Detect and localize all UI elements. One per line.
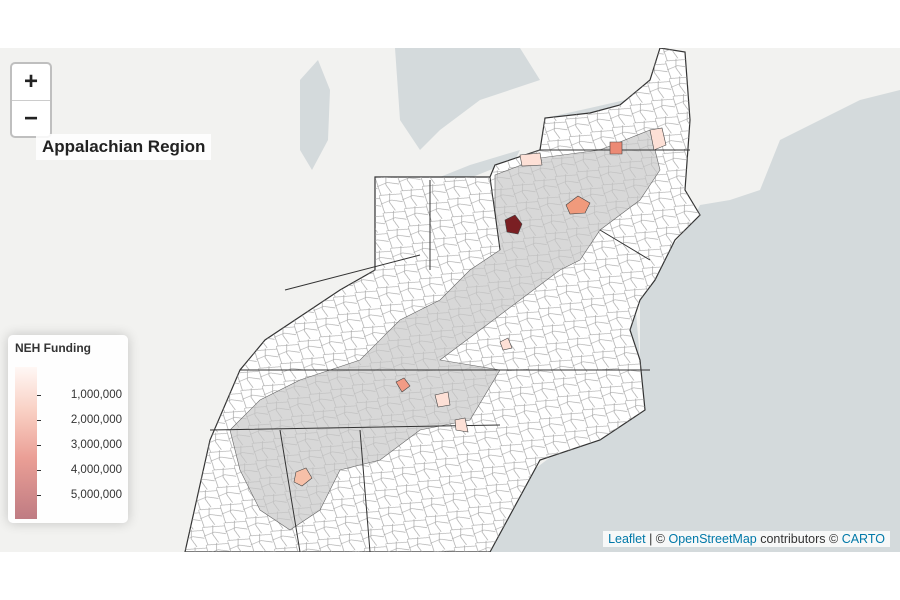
legend-label: 1,000,000 bbox=[70, 389, 122, 401]
legend-gradient bbox=[15, 367, 37, 519]
county-low bbox=[434, 127, 667, 433]
legend-label: 4,000,000 bbox=[70, 464, 122, 476]
legend-tick bbox=[37, 420, 41, 421]
map-title: Appalachian Region bbox=[36, 134, 212, 160]
legend-label: 2,000,000 bbox=[70, 414, 122, 426]
county-low bbox=[293, 467, 313, 487]
lake-michigan bbox=[300, 60, 330, 170]
ocean bbox=[470, 90, 900, 552]
legend-tick bbox=[37, 445, 41, 446]
attribution: Leaflet | © OpenStreetMap contributors ©… bbox=[603, 531, 890, 547]
legend-tick bbox=[37, 470, 41, 471]
county-high bbox=[504, 214, 523, 235]
legend-label: 5,000,000 bbox=[70, 489, 122, 501]
legend-tick bbox=[37, 395, 41, 396]
link[interactable]: CARTO bbox=[841, 532, 885, 546]
zoom-out[interactable]: − bbox=[23, 105, 38, 132]
legend-tick bbox=[37, 495, 41, 496]
zoom-control: + − bbox=[10, 62, 52, 138]
link[interactable]: Leaflet bbox=[608, 532, 646, 546]
legend-title: NEH Funding bbox=[15, 341, 91, 355]
county-mid bbox=[565, 195, 591, 215]
legend: NEH Funding 1,000,000 2,000,000 3,000,000 4… bbox=[8, 335, 128, 523]
lake-huron bbox=[395, 48, 540, 150]
county-mid bbox=[609, 141, 623, 155]
link[interactable]: OpenStreetMap bbox=[668, 532, 757, 546]
appalachian-region bbox=[229, 129, 661, 531]
county-mid bbox=[395, 377, 411, 393]
legend-label: 3,000,000 bbox=[70, 439, 122, 451]
map[interactable] bbox=[0, 48, 900, 552]
text: contributors © bbox=[756, 532, 842, 546]
map-tiles bbox=[184, 48, 900, 552]
text: | © bbox=[645, 532, 669, 546]
zoom-in[interactable]: + bbox=[12, 64, 50, 101]
